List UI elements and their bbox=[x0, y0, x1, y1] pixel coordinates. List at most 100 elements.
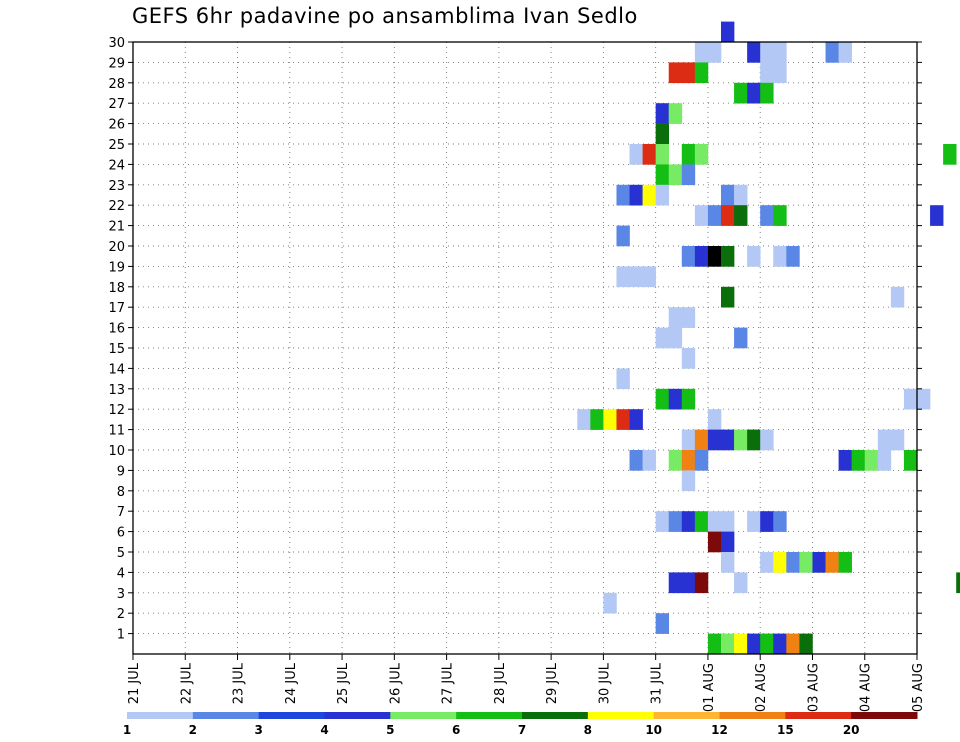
heatmap-cell bbox=[773, 205, 787, 226]
heatmap-cell bbox=[734, 184, 748, 206]
x-axis: 21 JUL 22 JUL 23 JUL 24 JUL 25 JUL 26 JUL 27 J… bbox=[127, 654, 926, 712]
colorbar-swatch bbox=[456, 712, 523, 719]
heatmap-cell bbox=[747, 633, 761, 655]
y-tick-label: 19 bbox=[108, 260, 125, 275]
colorbar-label: 12 bbox=[711, 723, 728, 737]
heatmap-cell bbox=[668, 327, 683, 349]
colorbar-label: 5 bbox=[386, 723, 394, 737]
heatmap-cell bbox=[603, 409, 617, 430]
heatmap-cell bbox=[681, 470, 696, 492]
heatmap-cell bbox=[747, 429, 761, 451]
heatmap-cell bbox=[734, 429, 748, 451]
heatmap-cell bbox=[825, 552, 839, 573]
heatmap-cell bbox=[890, 286, 905, 308]
heatmap-cell bbox=[721, 429, 735, 451]
heatmap-cell bbox=[629, 144, 643, 165]
y-tick-label: 8 bbox=[117, 485, 125, 500]
heatmap-cell bbox=[943, 144, 957, 165]
heatmap-cell bbox=[616, 266, 630, 288]
heatmap-cell bbox=[707, 633, 722, 655]
heatmap-cell bbox=[864, 450, 879, 471]
y-tick-label: 2 bbox=[117, 607, 125, 622]
heatmap-cell bbox=[773, 511, 787, 532]
heatmap-cell bbox=[655, 123, 670, 145]
y-tick-label: 10 bbox=[108, 444, 125, 459]
y-tick-label: 14 bbox=[108, 362, 125, 377]
heatmap-cell bbox=[642, 450, 656, 471]
heatmap-cell bbox=[930, 205, 944, 226]
heatmap-cell bbox=[799, 552, 813, 573]
heatmap-cell bbox=[877, 450, 892, 471]
y-tick-label: 1 bbox=[117, 628, 125, 643]
heatmap-cell bbox=[851, 450, 866, 471]
heatmap-cell bbox=[655, 388, 670, 410]
heatmap-cell bbox=[668, 164, 683, 186]
heatmap-cell bbox=[799, 633, 813, 655]
heatmap-cell bbox=[655, 511, 670, 532]
colorbar-swatch bbox=[719, 712, 786, 719]
x-tick-label: 29 JUL bbox=[545, 662, 560, 704]
y-tick-label: 20 bbox=[108, 240, 125, 255]
heatmap-cell bbox=[629, 184, 643, 206]
heatmap-cell bbox=[668, 511, 683, 532]
heatmap-cell bbox=[577, 409, 591, 430]
heatmap-cell bbox=[668, 62, 683, 84]
heatmap-cell bbox=[694, 42, 709, 63]
heatmap-cell bbox=[668, 307, 683, 328]
heatmap-cell bbox=[721, 205, 735, 226]
y-tick-label: 6 bbox=[117, 526, 125, 541]
y-tick-label: 17 bbox=[108, 301, 125, 316]
heatmap-cell bbox=[655, 144, 670, 165]
x-tick-label: 01 AUG bbox=[702, 663, 717, 712]
heatmap-cell bbox=[773, 552, 787, 573]
x-tick-label: 31 JUL bbox=[650, 662, 665, 704]
heatmap-cell bbox=[838, 42, 852, 63]
heatmap-cell bbox=[956, 572, 960, 594]
heatmap-cell bbox=[747, 82, 761, 104]
heatmap-cell bbox=[721, 184, 735, 206]
heatmap-cell bbox=[681, 307, 696, 328]
colorbar-label: 3 bbox=[254, 723, 262, 737]
heatmap-cell bbox=[707, 511, 722, 532]
y-tick-label: 29 bbox=[108, 56, 125, 71]
heatmap-cell bbox=[877, 429, 892, 451]
heatmap-cell bbox=[655, 164, 670, 186]
heatmap-cell bbox=[694, 450, 709, 471]
colorbar-swatch bbox=[587, 712, 655, 719]
colorbar-swatch bbox=[390, 712, 457, 719]
heatmap-cell bbox=[642, 144, 656, 165]
heatmap-cell bbox=[681, 164, 696, 186]
heatmap-cell bbox=[668, 450, 683, 471]
y-tick-label: 3 bbox=[117, 587, 125, 602]
heatmap-cell bbox=[721, 246, 735, 267]
heatmap-cell bbox=[616, 225, 630, 247]
y-tick-label: 9 bbox=[117, 464, 125, 479]
y-tick-label: 30 bbox=[108, 36, 125, 51]
y-tick-label: 27 bbox=[108, 97, 125, 112]
x-tick-label: 21 JUL bbox=[127, 662, 142, 704]
y-tick-label: 13 bbox=[108, 383, 125, 398]
colorbar-label: 20 bbox=[843, 723, 860, 737]
heatmap-cell bbox=[681, 511, 696, 532]
heatmap-cell bbox=[786, 633, 800, 655]
heatmap-cell bbox=[681, 62, 696, 84]
y-tick-label: 11 bbox=[108, 424, 125, 439]
heatmap-cell bbox=[694, 62, 709, 84]
heatmap-cell bbox=[734, 572, 748, 594]
colorbar-label: 1 bbox=[123, 723, 131, 737]
heatmap-cell bbox=[721, 552, 735, 573]
colorbar-swatch bbox=[192, 712, 260, 719]
heatmap-cell bbox=[747, 246, 761, 267]
heatmap-cell bbox=[734, 327, 748, 349]
colorbar-label: 2 bbox=[189, 723, 197, 737]
heatmap-cell bbox=[721, 633, 735, 655]
y-tick-label: 15 bbox=[108, 342, 125, 357]
y-tick-label: 26 bbox=[108, 118, 125, 133]
y-tick-label: 28 bbox=[108, 77, 125, 92]
heatmap-cell bbox=[616, 368, 630, 390]
heatmap-cell bbox=[681, 246, 696, 267]
heatmap-cell bbox=[760, 552, 774, 573]
y-tick-label: 23 bbox=[108, 179, 125, 194]
colorbar-label: 10 bbox=[645, 723, 662, 737]
